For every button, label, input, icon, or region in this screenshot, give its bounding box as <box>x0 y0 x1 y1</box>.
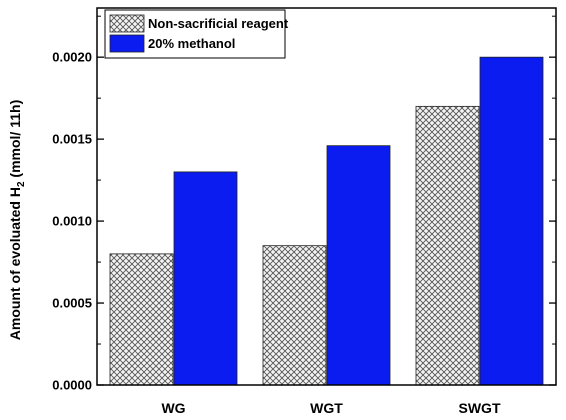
bar-wgt-methanol <box>326 145 391 386</box>
x-tick-label-wg: WG <box>161 400 185 416</box>
y-axis-title-subscript: 2 <box>16 181 27 187</box>
legend-label-non-sacrificial: Non-sacrificial reagent <box>148 16 289 31</box>
y-tick-label: 0.0005 <box>52 296 92 311</box>
legend-swatch-methanol <box>109 34 145 53</box>
bar-swgt-non-sacrificial <box>415 105 480 386</box>
y-axis-title-tail: (mmol/ 11h) <box>7 100 23 182</box>
y-axis-title-main: Amount of evoluated H <box>7 187 23 340</box>
y-tick-label: 0.0010 <box>52 214 92 229</box>
bar-wgt-non-sacrificial <box>262 245 327 386</box>
y-tick-label: 0.0015 <box>52 132 92 147</box>
bar-wg-non-sacrificial <box>109 253 174 386</box>
legend: Non-sacrificial reagent 20% methanol <box>104 9 289 59</box>
legend-label-methanol: 20% methanol <box>148 36 235 51</box>
svg-text:Amount of evoluated H2 (mmol/: Amount of evoluated H2 (mmol/ 11h) <box>7 100 27 340</box>
y-tick-label: 0.0020 <box>52 50 92 65</box>
plot-frame <box>96 7 557 386</box>
bar-swgt-methanol <box>479 56 544 386</box>
legend-swatch-non-sacrificial <box>109 14 145 33</box>
y-tick-label: 0.0000 <box>52 378 92 393</box>
x-tick-label-wgt: WGT <box>310 400 343 416</box>
x-tick-label-swgt: SWGT <box>459 400 501 416</box>
bar-wg-methanol <box>173 171 238 386</box>
y-axis-title: Amount of evoluated H2 (mmol/ 11h) <box>7 100 27 340</box>
